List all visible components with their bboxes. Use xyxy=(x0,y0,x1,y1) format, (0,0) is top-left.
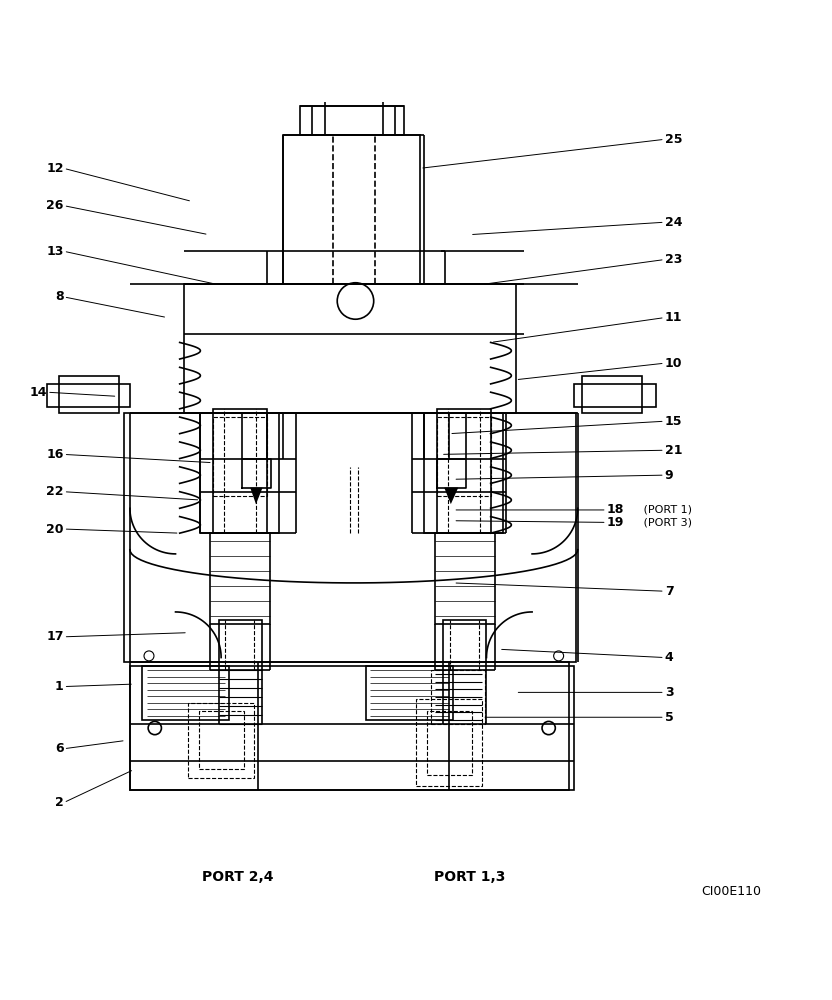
Text: 12: 12 xyxy=(46,162,63,175)
Text: 13: 13 xyxy=(47,245,63,258)
Polygon shape xyxy=(444,488,458,504)
Text: 21: 21 xyxy=(665,444,682,457)
Text: 16: 16 xyxy=(47,448,63,461)
Text: 2: 2 xyxy=(55,796,63,809)
Text: 26: 26 xyxy=(47,199,63,212)
Text: 20: 20 xyxy=(46,523,63,536)
Text: 23: 23 xyxy=(665,253,682,266)
Text: 19: 19 xyxy=(607,516,624,529)
Text: 22: 22 xyxy=(46,485,63,498)
Text: 17: 17 xyxy=(46,630,63,643)
Text: 4: 4 xyxy=(665,651,674,664)
Text: 24: 24 xyxy=(665,216,682,229)
Text: (PORT 1): (PORT 1) xyxy=(640,505,692,515)
Text: 7: 7 xyxy=(665,585,674,598)
Text: PORT 2,4: PORT 2,4 xyxy=(202,870,274,884)
Text: 6: 6 xyxy=(55,742,63,755)
Text: 1: 1 xyxy=(55,680,63,693)
Text: 18: 18 xyxy=(607,503,624,516)
Text: 8: 8 xyxy=(55,290,63,303)
Text: 25: 25 xyxy=(665,133,682,146)
Text: PORT 1,3: PORT 1,3 xyxy=(434,870,506,884)
Text: 10: 10 xyxy=(665,357,682,370)
Text: 9: 9 xyxy=(665,469,673,482)
Text: 3: 3 xyxy=(665,686,673,699)
Text: 14: 14 xyxy=(29,386,47,399)
Text: CI00E110: CI00E110 xyxy=(701,885,761,898)
Text: 11: 11 xyxy=(665,311,682,324)
Text: 15: 15 xyxy=(665,415,682,428)
Text: (PORT 3): (PORT 3) xyxy=(640,517,692,527)
Polygon shape xyxy=(250,488,263,504)
Text: 5: 5 xyxy=(665,711,674,724)
